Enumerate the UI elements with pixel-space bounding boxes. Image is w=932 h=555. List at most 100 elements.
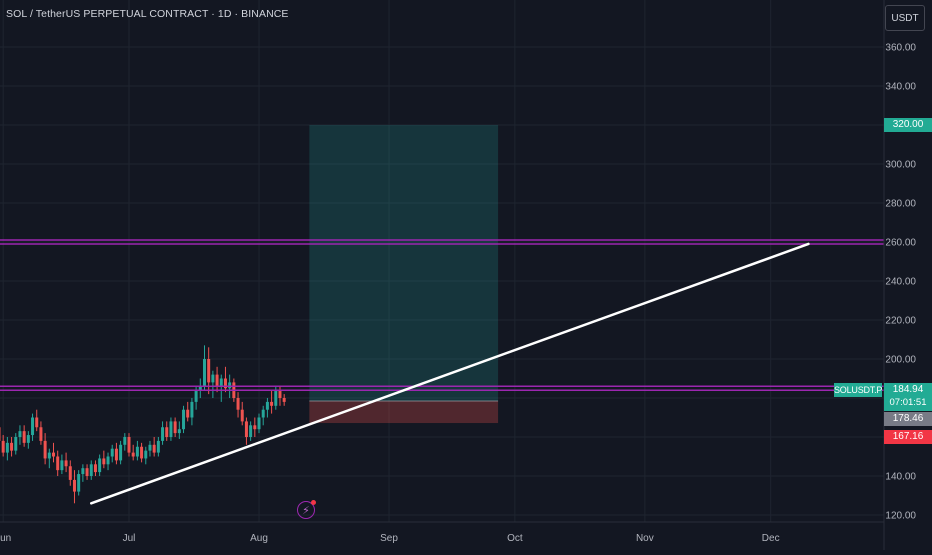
candle-body xyxy=(270,402,273,406)
price-tick-label: 340.00 xyxy=(885,82,916,93)
candle xyxy=(69,460,72,485)
candle xyxy=(174,418,177,438)
candle-body xyxy=(241,410,244,422)
candle-body xyxy=(31,418,34,436)
target-zone[interactable] xyxy=(309,125,498,401)
candle xyxy=(216,367,219,392)
price-tick-label: 140.00 xyxy=(885,472,916,483)
price-tick-label: 280.00 xyxy=(885,199,916,210)
candle-body xyxy=(111,449,114,457)
candle-body xyxy=(195,390,198,402)
price-tick-label: 200.00 xyxy=(885,355,916,366)
lightning-alert-icon[interactable]: ⚡ xyxy=(297,501,315,519)
lightning-glyph: ⚡ xyxy=(302,504,310,517)
time-tick-label: Aug xyxy=(250,533,268,544)
candle xyxy=(178,421,181,439)
candle xyxy=(199,379,202,399)
candle xyxy=(60,455,63,475)
candle xyxy=(14,433,17,454)
candle xyxy=(266,398,269,418)
candle-body xyxy=(119,445,122,461)
candle xyxy=(44,433,47,464)
price-tick-label: 120.00 xyxy=(885,511,916,522)
candle-body xyxy=(174,421,177,433)
candle-body xyxy=(182,410,185,430)
candle xyxy=(241,402,244,425)
candle-body xyxy=(14,437,17,451)
candle-body xyxy=(161,427,164,441)
time-axis[interactable]: JunJulAugSepOctNovDec xyxy=(0,522,884,544)
candle-body xyxy=(283,398,286,402)
price-axis[interactable]: 360.00340.00320.00300.00280.00260.00240.… xyxy=(884,0,916,550)
candle xyxy=(73,470,76,503)
candle-body xyxy=(207,359,210,382)
candle-body xyxy=(18,431,21,437)
candle-body xyxy=(220,379,223,387)
candle-body xyxy=(123,437,126,445)
candle xyxy=(190,398,193,425)
candle-body xyxy=(23,431,26,443)
candle-body xyxy=(6,443,9,453)
candle xyxy=(165,421,168,441)
candle-body xyxy=(44,441,47,459)
candle xyxy=(2,435,5,456)
candle xyxy=(111,445,114,463)
candle-body xyxy=(140,447,143,459)
candle xyxy=(48,449,51,469)
candle-body xyxy=(10,443,13,451)
candle xyxy=(278,386,281,406)
candle-body xyxy=(132,453,135,457)
candle xyxy=(39,421,42,444)
candle-body xyxy=(56,457,59,471)
candlesticks xyxy=(0,345,286,503)
candle xyxy=(86,464,89,480)
candle xyxy=(207,347,210,394)
candle xyxy=(81,464,84,482)
candle xyxy=(115,443,118,464)
candle xyxy=(203,345,206,390)
candle xyxy=(35,410,38,431)
candle xyxy=(211,371,214,398)
candle xyxy=(182,406,185,433)
candle-body xyxy=(148,445,151,451)
time-tick-label: Sep xyxy=(380,533,398,544)
candle-body xyxy=(27,435,30,443)
candle xyxy=(77,470,80,495)
candle xyxy=(18,425,21,445)
candle-body xyxy=(186,410,189,418)
candle xyxy=(140,443,143,463)
candle-body xyxy=(169,421,172,437)
candle-body xyxy=(274,390,277,406)
candle xyxy=(144,447,147,465)
candle xyxy=(56,451,59,476)
candle-body xyxy=(203,359,206,386)
alert-badge-dot xyxy=(311,500,316,505)
candle-body xyxy=(94,464,97,472)
candle-body xyxy=(2,441,5,453)
candle-body xyxy=(157,441,160,453)
candle-body xyxy=(136,447,139,457)
candle-body xyxy=(211,375,214,383)
price-tick-label: 300.00 xyxy=(885,160,916,171)
candle xyxy=(119,441,122,464)
stop-zone[interactable] xyxy=(309,401,498,423)
candle-body xyxy=(107,457,110,465)
candle xyxy=(102,451,105,469)
candle xyxy=(132,445,135,461)
candle-body xyxy=(48,453,51,459)
candle-body xyxy=(245,421,248,437)
currency-button[interactable]: USDT xyxy=(885,5,925,31)
candle xyxy=(136,441,139,461)
candle-body xyxy=(262,410,265,418)
candle xyxy=(262,406,265,426)
candle xyxy=(98,455,101,476)
time-tick-label: Jun xyxy=(0,533,11,544)
candle-body xyxy=(165,427,168,437)
chart-title: SOL / TetherUS PERPETUAL CONTRACT · 1D ·… xyxy=(6,8,289,20)
candle xyxy=(245,418,248,445)
entry-price-tag: 178.46 xyxy=(884,412,932,426)
candle xyxy=(10,437,13,457)
last-price-value: 184.94 xyxy=(884,383,932,396)
